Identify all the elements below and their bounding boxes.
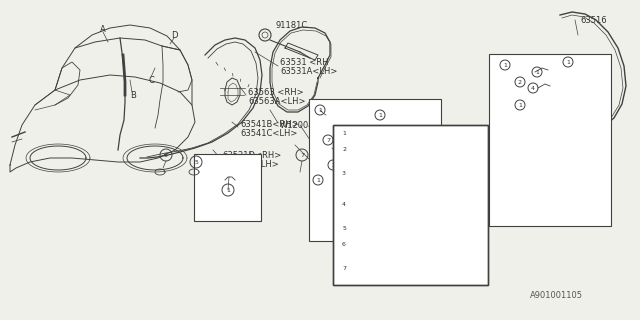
Text: 4: 4	[342, 203, 346, 207]
FancyBboxPatch shape	[309, 99, 441, 241]
Text: W120033<RH>: W120033<RH>	[358, 161, 424, 170]
Text: A901001105: A901001105	[530, 291, 583, 300]
FancyBboxPatch shape	[194, 154, 261, 221]
FancyBboxPatch shape	[333, 125, 488, 285]
Text: 1: 1	[518, 102, 522, 108]
Text: W130202(0607-): W130202(0607-)	[358, 271, 429, 281]
Text: 91181C: 91181C	[275, 20, 307, 29]
Text: 5: 5	[342, 227, 346, 231]
Text: 63512A<LH>: 63512A<LH>	[510, 196, 567, 204]
Text: 63531 <RH: 63531 <RH	[280, 58, 328, 67]
Text: 3: 3	[340, 148, 344, 153]
Text: 2: 2	[342, 147, 346, 151]
Text: 61067B: 61067B	[358, 241, 390, 250]
Text: DETAIL'C': DETAIL'C'	[550, 212, 594, 221]
Text: 63563A<LH>: 63563A<LH>	[248, 97, 305, 106]
Text: 1: 1	[318, 108, 322, 113]
Text: DETAIL'A': DETAIL'A'	[207, 205, 251, 214]
Text: 63562A: 63562A	[358, 129, 390, 138]
Text: 63511 <RH>: 63511 <RH>	[320, 207, 376, 217]
Text: 6: 6	[164, 153, 168, 157]
Text: D: D	[171, 30, 177, 39]
Text: 7: 7	[326, 138, 330, 142]
Text: 63521E<LH>: 63521E<LH>	[222, 159, 279, 169]
Text: W120035<LH>: W120035<LH>	[358, 175, 423, 185]
Text: 1: 1	[342, 131, 346, 135]
Text: 63521D<RH>: 63521D<RH>	[222, 150, 281, 159]
Text: 7: 7	[342, 267, 346, 271]
Text: 1: 1	[316, 178, 320, 182]
Text: DETAIL'D': DETAIL'D'	[510, 91, 555, 100]
Text: 4: 4	[531, 85, 535, 91]
FancyBboxPatch shape	[489, 54, 611, 226]
Text: 1: 1	[378, 113, 382, 117]
Text: 63511A<LH>: 63511A<LH>	[320, 217, 377, 226]
Text: 3: 3	[342, 171, 346, 175]
Text: 2: 2	[518, 79, 522, 84]
Text: Q51001: Q51001	[358, 225, 391, 234]
Text: 63512 <RH>: 63512 <RH>	[510, 205, 565, 214]
Text: W120023(-0607): W120023(-0607)	[358, 257, 429, 266]
Text: W120026: W120026	[358, 145, 398, 154]
Text: W12003 <RH>: W12003 <RH>	[358, 193, 422, 202]
Text: 63541B<RH>: 63541B<RH>	[240, 119, 299, 129]
Text: 1: 1	[503, 62, 507, 68]
Text: 63563 <RH>: 63563 <RH>	[248, 87, 303, 97]
Text: 63541C<LH>: 63541C<LH>	[240, 129, 298, 138]
Text: C: C	[148, 76, 154, 84]
Text: 63516: 63516	[580, 15, 607, 25]
Text: 5: 5	[194, 159, 198, 164]
Text: A: A	[100, 25, 106, 34]
Text: W120041: W120041	[280, 121, 320, 130]
Text: 63516D: 63516D	[555, 102, 588, 111]
Text: W120031<LH>: W120031<LH>	[358, 207, 423, 217]
Text: 7: 7	[300, 153, 304, 157]
Text: 1: 1	[226, 188, 230, 193]
Text: 2: 2	[331, 163, 335, 167]
Text: 63531A<LH>: 63531A<LH>	[280, 67, 337, 76]
Text: 6: 6	[342, 243, 346, 247]
Text: 1: 1	[566, 60, 570, 65]
Text: DETAIL'B': DETAIL'B'	[345, 228, 389, 236]
Text: B: B	[130, 91, 136, 100]
Text: 1: 1	[535, 69, 539, 75]
